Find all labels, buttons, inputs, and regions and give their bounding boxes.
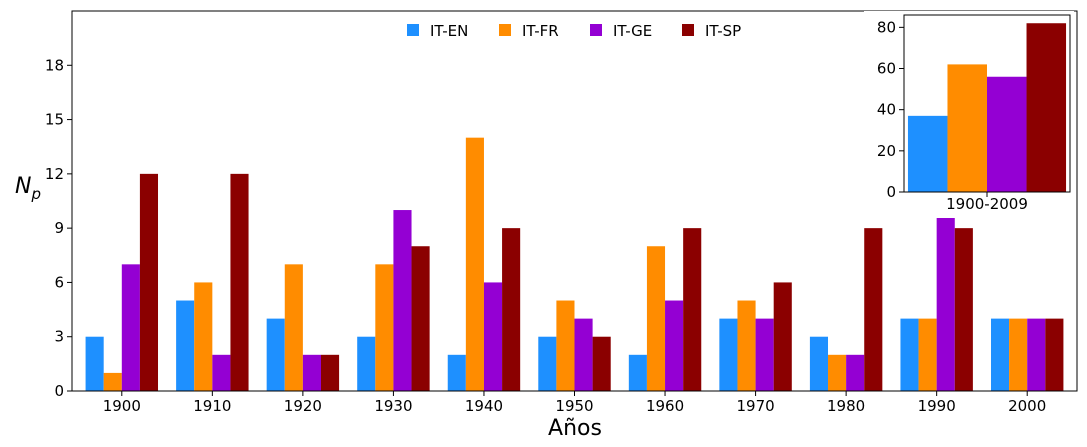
bar-it-ge-1950	[574, 318, 593, 391]
bar-it-ge-1930	[393, 210, 412, 391]
y-tick-label: 12	[45, 165, 64, 183]
bar-it-en-2000	[990, 318, 1010, 391]
bar-it-fr-2000	[1009, 318, 1028, 391]
bar-it-en-1960	[628, 354, 647, 391]
x-tick-label: 1970	[736, 397, 774, 415]
x-tick-label: 2000	[1008, 397, 1046, 415]
bar-it-ge-1990	[936, 210, 955, 391]
bar-it-ge-1920	[302, 354, 321, 391]
inset-x-tick-label: 1900-2009	[946, 195, 1028, 213]
y-axis-title-subscript: p	[30, 185, 41, 203]
bar-it-fr-1960	[646, 246, 666, 391]
inset-y-tick-label: 80	[877, 18, 896, 36]
legend-label-it-fr: IT-FR	[522, 22, 559, 40]
bar-it-sp-1940	[502, 228, 521, 391]
inset-y-tick-label: 0	[886, 183, 896, 201]
bar-it-fr-1950	[556, 300, 575, 391]
bar-it-ge-1960	[665, 300, 684, 391]
inset-x-axis: 1900-2009	[946, 192, 1028, 213]
inset-bar-it-sp	[1026, 23, 1067, 192]
inset-bar-it-en	[907, 115, 948, 192]
bar-it-ge-2000	[1027, 318, 1046, 391]
bar-it-sp-1990	[954, 228, 973, 391]
x-tick-label: 1940	[465, 397, 503, 415]
inset-bars	[907, 23, 1067, 192]
y-tick-label: 18	[45, 56, 64, 74]
main-y-axis: 0 3 6 9 12 15 18	[45, 56, 72, 400]
main-plot-frame	[71, 10, 1078, 392]
x-tick-label: 1910	[193, 397, 231, 415]
main-bars	[85, 137, 1064, 391]
bar-it-en-1940	[447, 354, 466, 391]
bar-it-sp-1930	[411, 246, 430, 391]
bar-it-sp-1950	[592, 336, 611, 391]
legend-swatch-it-ge	[590, 24, 602, 36]
bar-it-fr-1910	[194, 282, 213, 391]
x-tick-label: 1980	[827, 397, 865, 415]
inset-y-tick-label: 40	[877, 101, 896, 119]
x-tick-label: 1900	[103, 397, 141, 415]
bar-it-sp-1970	[773, 282, 792, 391]
bar-it-en-1970	[719, 318, 738, 391]
bar-it-en-1920	[266, 318, 285, 391]
bar-it-ge-1970	[755, 318, 774, 391]
bar-it-ge-1980	[846, 354, 865, 391]
bar-it-fr-1900	[103, 372, 122, 391]
y-tick-label: 6	[54, 273, 64, 291]
x-tick-label: 1920	[284, 397, 322, 415]
bar-it-en-1930	[357, 336, 376, 391]
inset-y-tick-label: 60	[877, 60, 896, 78]
inset-y-axis: 0 20 40 60 80	[877, 18, 904, 201]
bar-it-en-1900	[85, 336, 104, 391]
inset-plot-frame	[903, 14, 1071, 193]
bar-it-fr-1940	[465, 137, 484, 391]
inset-bar-it-ge	[987, 76, 1027, 192]
bar-it-en-1990	[900, 318, 919, 391]
x-tick-label: 1930	[374, 397, 412, 415]
bar-it-en-1950	[538, 336, 557, 391]
y-tick-label: 0	[54, 382, 64, 400]
y-tick-label: 15	[45, 111, 64, 129]
legend: IT-EN IT-FR IT-GE IT-SP	[407, 22, 741, 40]
legend-swatch-it-sp	[682, 24, 694, 36]
inset-bar-it-fr	[947, 64, 987, 192]
x-tick-label: 1960	[646, 397, 684, 415]
bar-it-fr-1980	[828, 354, 847, 391]
bar-it-en-1910	[176, 300, 195, 391]
bar-it-fr-1990	[918, 318, 937, 391]
bar-it-ge-1900	[121, 264, 140, 391]
main-x-axis: 1900 1910 1920 1930 1940 1950 1960 1970 1980 1990…	[103, 391, 1046, 415]
y-axis-title: Np	[15, 174, 41, 203]
bar-it-ge-1940	[483, 282, 503, 391]
bar-it-fr-1920	[284, 264, 303, 391]
bar-it-sp-1980	[864, 228, 883, 391]
bar-it-fr-1930	[375, 264, 394, 391]
y-axis-title-main: N	[15, 174, 31, 199]
y-tick-label: 3	[54, 328, 64, 346]
legend-swatch-it-en	[407, 24, 419, 36]
bar-it-sp-1960	[683, 228, 702, 391]
legend-swatch-it-fr	[499, 24, 511, 36]
bar-it-ge-1910	[212, 354, 231, 391]
x-tick-label: 1990	[918, 397, 956, 415]
bar-it-en-1980	[809, 336, 829, 391]
bar-it-sp-1900	[139, 173, 159, 391]
bar-it-sp-1920	[320, 354, 340, 391]
inset-y-tick-label: 20	[877, 142, 896, 160]
legend-label-it-sp: IT-SP	[705, 22, 741, 40]
bar-it-sp-2000	[1045, 318, 1064, 391]
bar-it-sp-1910	[230, 173, 249, 391]
bar-it-fr-1970	[737, 300, 756, 391]
x-axis-title: Años	[548, 416, 602, 441]
legend-label-it-ge: IT-GE	[613, 22, 652, 40]
legend-label-it-en: IT-EN	[430, 22, 468, 40]
y-tick-label: 9	[54, 219, 64, 237]
x-tick-label: 1950	[555, 397, 593, 415]
